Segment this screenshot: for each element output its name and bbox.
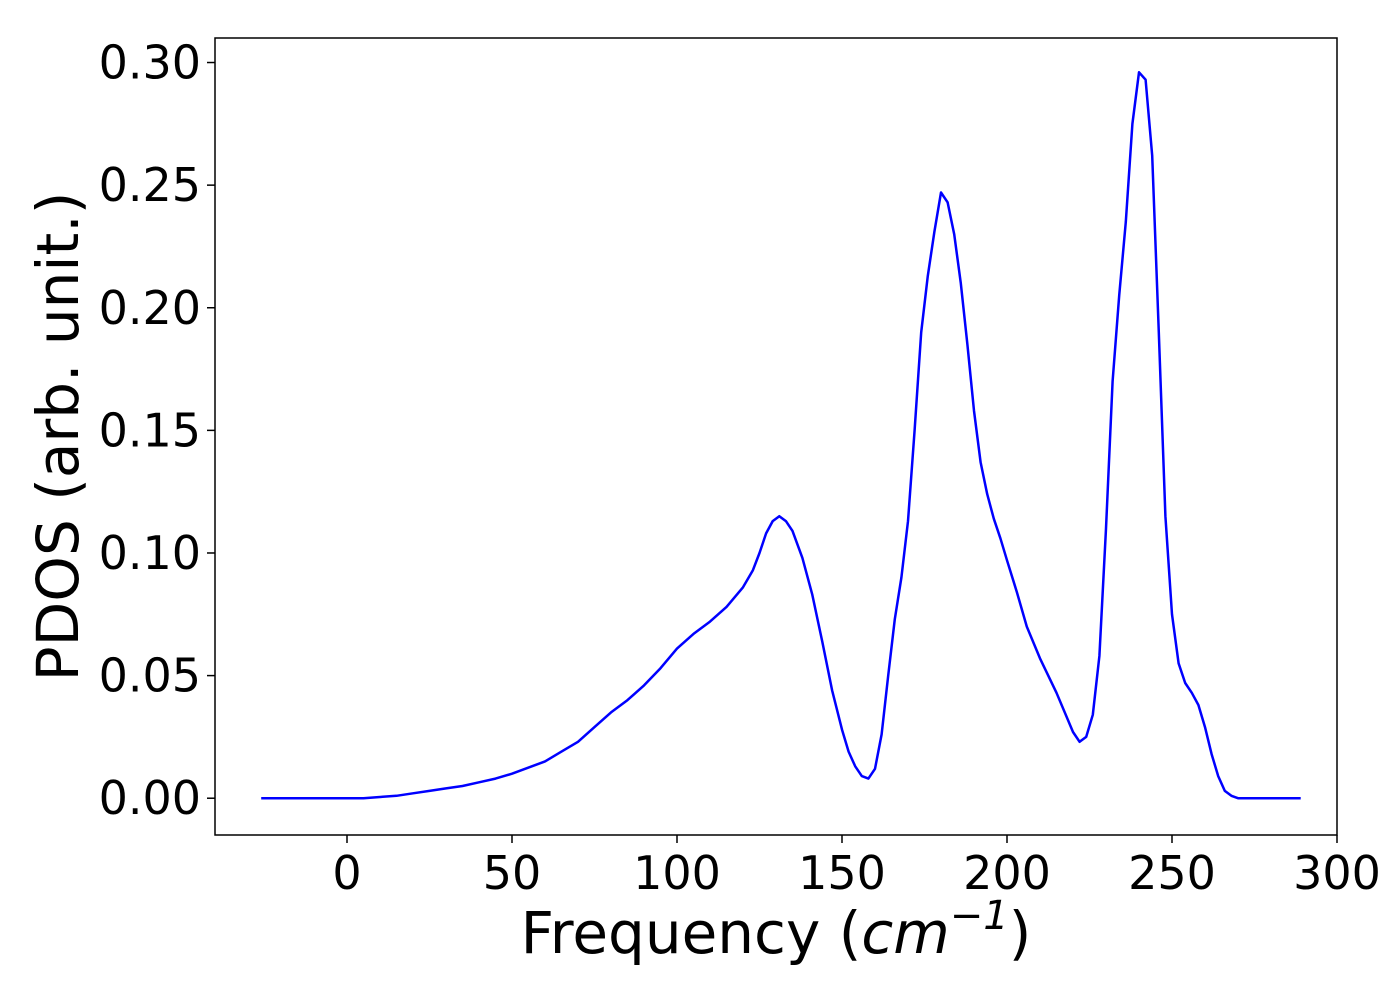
x-tick-label: 0 bbox=[332, 846, 361, 900]
y-tick-label: 0.20 bbox=[99, 281, 201, 335]
x-tick-label: 300 bbox=[1293, 846, 1381, 900]
x-tick-label: 150 bbox=[798, 846, 886, 900]
y-tick-label: 0.15 bbox=[99, 403, 201, 457]
x-tick-label: 200 bbox=[963, 846, 1051, 900]
y-axis-label: PDOS (arb. unit.) bbox=[24, 192, 92, 682]
y-tick-label: 0.05 bbox=[99, 649, 201, 703]
y-axis-ticks: 0.00 0.05 0.10 0.15 0.20 0.25 0.30 bbox=[99, 36, 215, 825]
x-tick-label: 100 bbox=[633, 846, 721, 900]
x-tick-label: 250 bbox=[1128, 846, 1216, 900]
plot-frame bbox=[214, 37, 1338, 836]
x-axis-ticks: 0 50 100 150 200 250 300 bbox=[332, 835, 1381, 900]
y-tick-label: 0.00 bbox=[99, 771, 201, 825]
y-tick-label: 0.25 bbox=[99, 158, 201, 212]
y-tick-label: 0.30 bbox=[99, 36, 201, 90]
y-tick-label: 0.10 bbox=[99, 526, 201, 580]
pdos-series-line bbox=[261, 71, 1301, 800]
x-tick-label: 50 bbox=[483, 846, 542, 900]
x-axis-label: Frequency (cm−1) bbox=[521, 893, 1032, 967]
